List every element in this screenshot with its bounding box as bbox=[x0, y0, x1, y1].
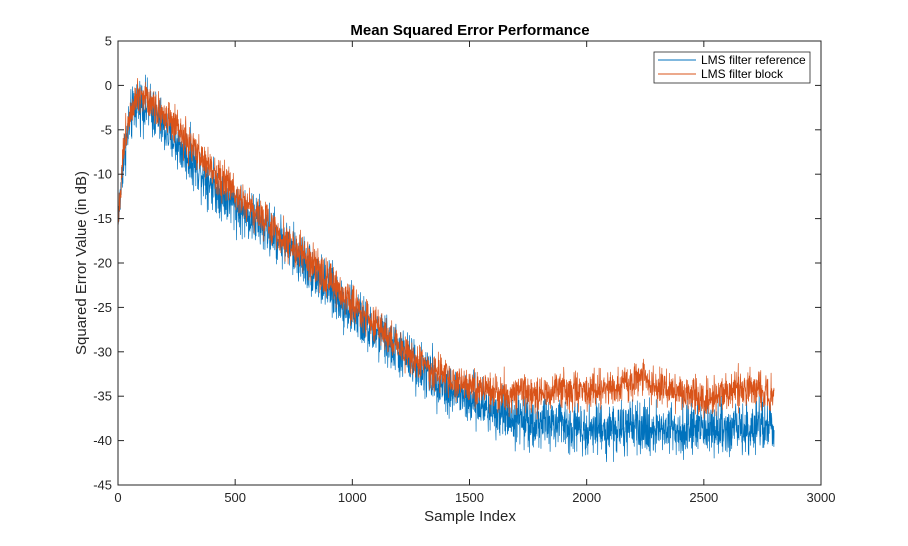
y-tick-label: -15 bbox=[93, 211, 112, 226]
series-line-block bbox=[117, 77, 775, 420]
y-tick-label: 5 bbox=[105, 34, 112, 49]
series-layer bbox=[117, 74, 775, 463]
y-tick-label: -20 bbox=[93, 256, 112, 271]
x-tick-label: 2500 bbox=[689, 490, 718, 505]
tick-layer: 0 500 1000 1500 2000 2500 3000 5 0 -5 -10 -15 -20 -25… bbox=[93, 34, 835, 506]
y-tick-label: -35 bbox=[93, 389, 112, 404]
x-tick-label: 2000 bbox=[572, 490, 601, 505]
chart-title: Mean Squared Error Performance bbox=[350, 22, 589, 39]
y-tick-label: -25 bbox=[93, 300, 112, 315]
legend-label-block: LMS filter block bbox=[701, 67, 784, 81]
legend: LMS filter reference LMS filter block bbox=[653, 51, 811, 84]
y-tick-label: -10 bbox=[93, 167, 112, 182]
legend-box bbox=[653, 51, 811, 84]
y-tick-label: -30 bbox=[93, 344, 112, 359]
x-tick-label: 1000 bbox=[338, 490, 367, 505]
x-tick-label: 3000 bbox=[807, 490, 836, 505]
y-tick-label: -5 bbox=[100, 122, 112, 137]
plot-area bbox=[118, 41, 821, 485]
x-tick-label: 500 bbox=[224, 490, 246, 505]
x-tick-label: 1500 bbox=[455, 490, 484, 505]
y-tick-label: -45 bbox=[93, 478, 112, 493]
x-tick-label: 0 bbox=[114, 490, 121, 505]
y-tick-label: -40 bbox=[93, 433, 112, 448]
legend-label-reference: LMS filter reference bbox=[701, 53, 806, 67]
y-axis-title: Squared Error Value (in dB) bbox=[73, 171, 90, 355]
x-axis-title: Sample Index bbox=[424, 508, 516, 525]
y-tick-label: 0 bbox=[105, 78, 112, 93]
